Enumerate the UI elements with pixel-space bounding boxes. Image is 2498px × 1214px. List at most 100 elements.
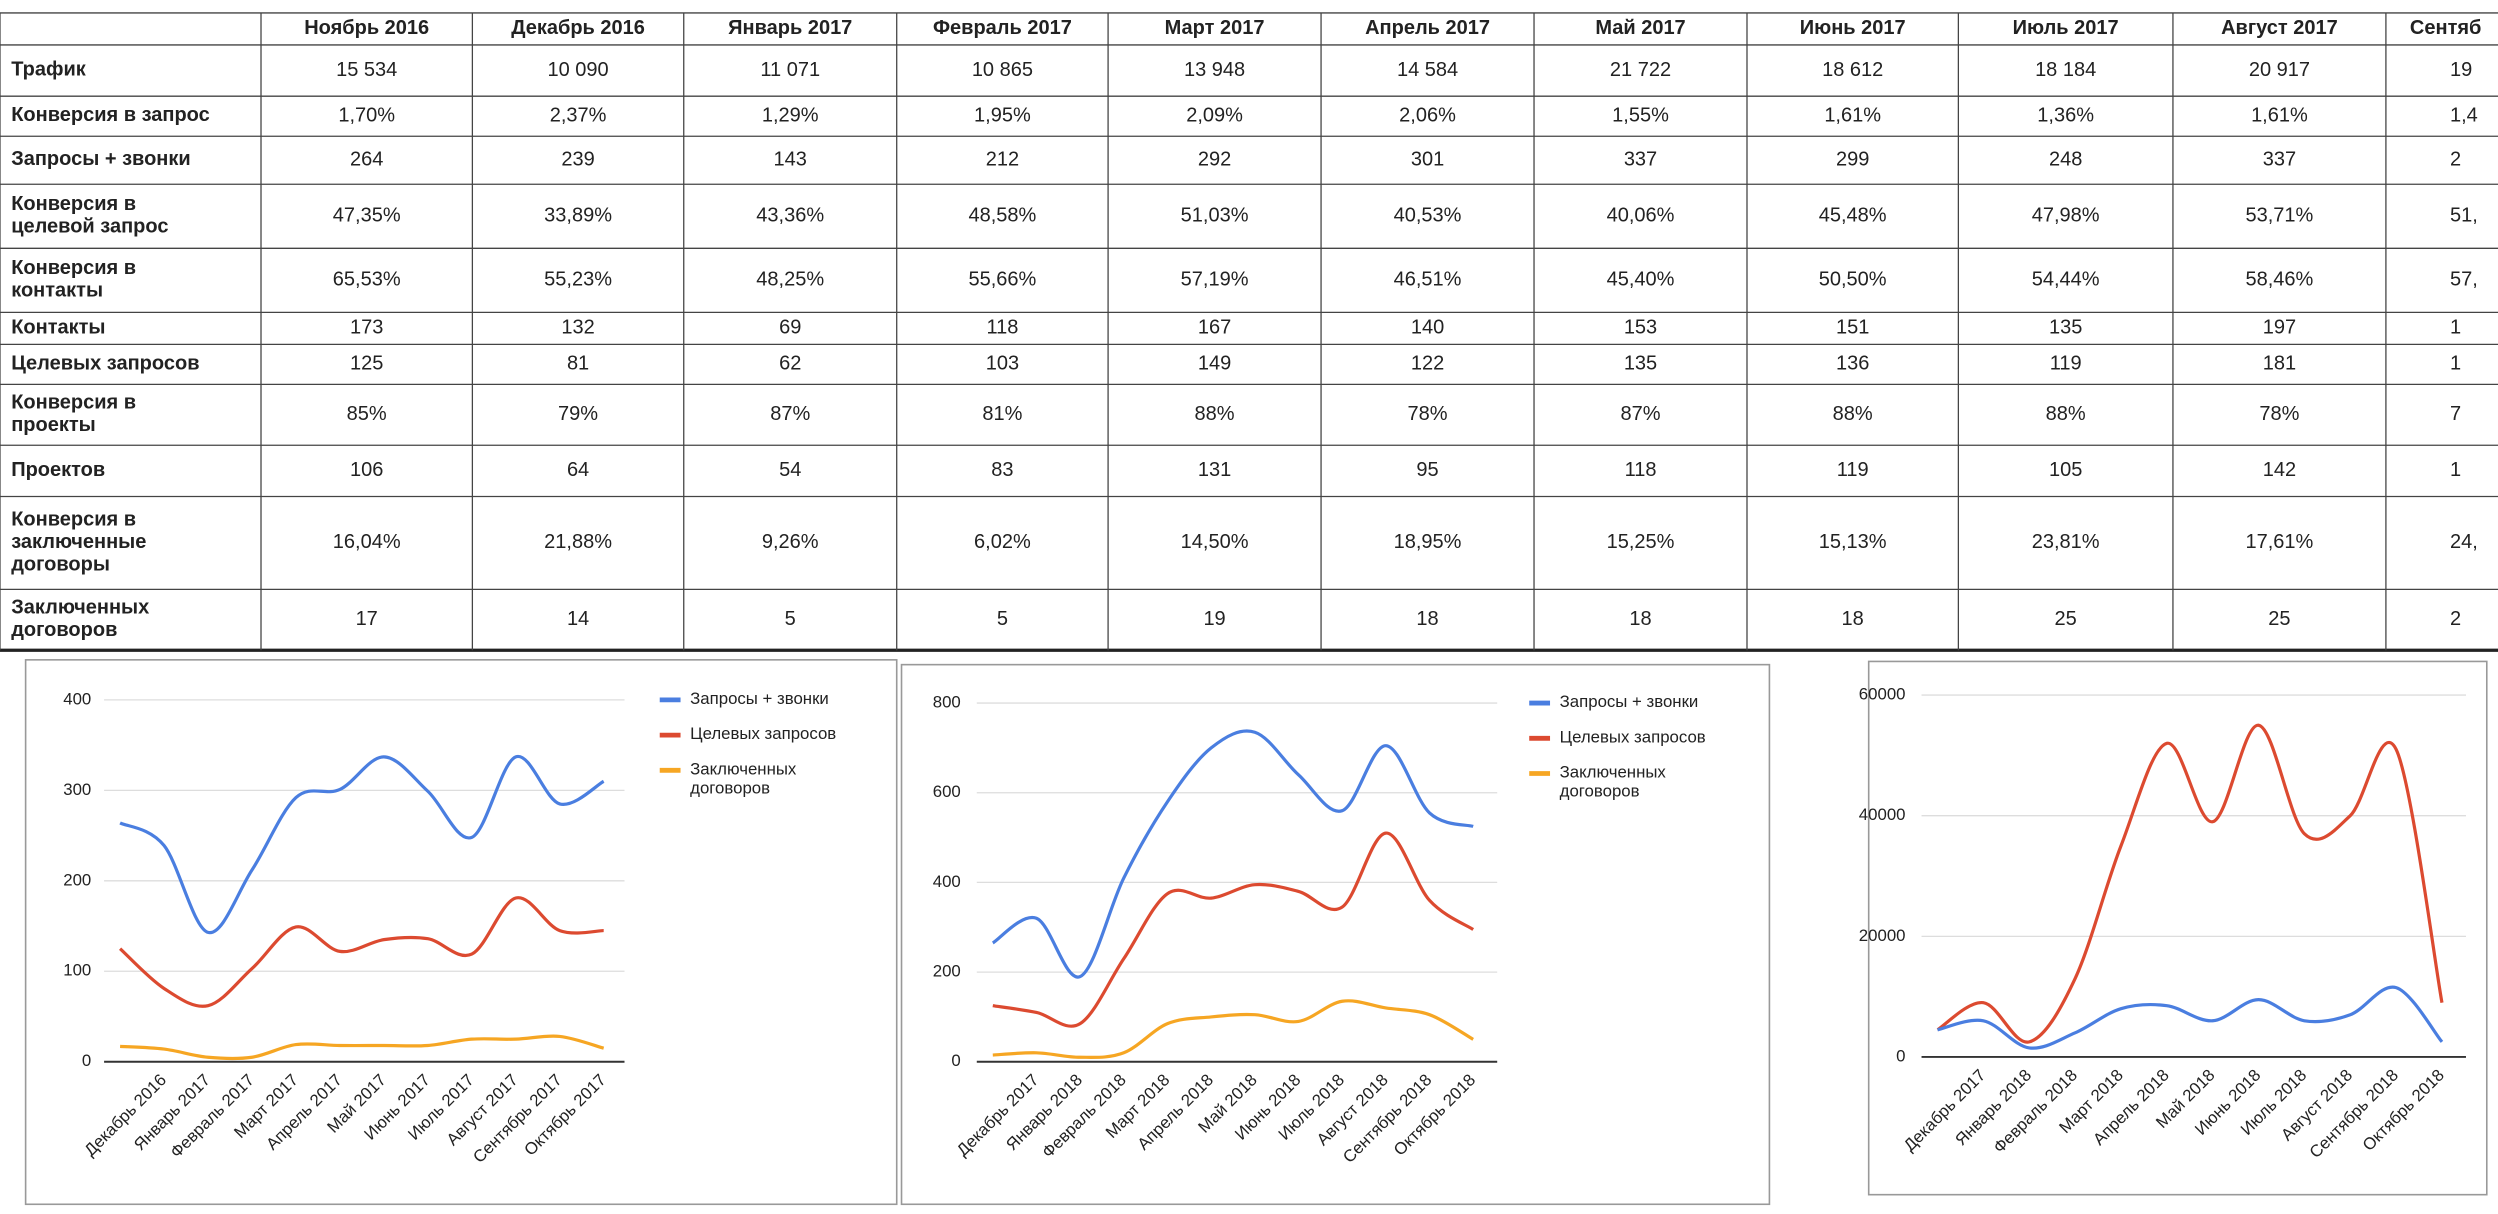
cell: 69 xyxy=(779,317,801,339)
cell: 48,58% xyxy=(968,205,1036,227)
cell: 151 xyxy=(1836,317,1869,339)
cell: 21 722 xyxy=(1610,59,1671,81)
cell: 135 xyxy=(2049,317,2082,339)
cell: 17 xyxy=(356,608,378,630)
cell: 1 xyxy=(2450,459,2461,481)
series-line xyxy=(991,729,1474,979)
y-tick-label: 400 xyxy=(63,689,91,708)
cell: 19 xyxy=(2450,59,2472,81)
chart-frame xyxy=(900,663,1771,1206)
cell: 14,50% xyxy=(1181,531,1249,553)
cell: 50,50% xyxy=(1819,269,1887,291)
cell: 2,06% xyxy=(1399,104,1456,126)
column-header: Ноябрь 2016 xyxy=(304,17,429,39)
cell: 51, xyxy=(2450,205,2478,227)
column-header: Июль 2017 xyxy=(2013,17,2119,39)
cell: 337 xyxy=(1624,149,1657,171)
y-tick-label: 40000 xyxy=(1859,805,1906,824)
y-tick-label: 300 xyxy=(63,780,91,799)
cell: 7 xyxy=(2450,403,2461,425)
legend-label: Заключенных договоров xyxy=(690,760,801,798)
cell: 14 xyxy=(567,608,589,630)
cell: 11 071 xyxy=(760,59,820,81)
y-tick-label: 200 xyxy=(63,870,91,889)
row-label: Трафик xyxy=(11,59,87,81)
cell: 143 xyxy=(774,149,807,171)
row-label: Конверсия в проекты xyxy=(11,392,141,436)
y-tick-label: 0 xyxy=(1896,1046,1905,1065)
cell: 6,02% xyxy=(974,531,1031,553)
cell: 181 xyxy=(2263,353,2296,375)
cell: 23,81% xyxy=(2032,531,2100,553)
cell: 58,46% xyxy=(2246,269,2314,291)
row-label: Конверсия в заключенные договоры xyxy=(11,509,152,576)
series-line xyxy=(1937,985,2444,1050)
cell: 1 xyxy=(2450,353,2461,375)
column-header: Август 2017 xyxy=(2221,17,2338,39)
cell: 54 xyxy=(779,459,801,481)
series-line xyxy=(119,896,604,1008)
cell: 136 xyxy=(1836,353,1869,375)
cell: 10 090 xyxy=(547,59,608,81)
cell: 87% xyxy=(1620,403,1660,425)
row-label: Конверсия в запрос xyxy=(11,104,210,126)
cell: 122 xyxy=(1411,353,1444,375)
cell: 85% xyxy=(347,403,387,425)
cell: 43,36% xyxy=(756,205,824,227)
series-line xyxy=(992,831,1475,1028)
cell: 337 xyxy=(2263,149,2296,171)
cell: 264 xyxy=(350,149,383,171)
legend-label: Целевых запросов xyxy=(1560,728,1706,747)
cell: 17,61% xyxy=(2246,531,2314,553)
cell: 1,61% xyxy=(2251,104,2308,126)
cell: 57, xyxy=(2450,269,2478,291)
cell: 1,95% xyxy=(974,104,1031,126)
cell: 118 xyxy=(986,317,1018,339)
cell: 65,53% xyxy=(333,269,401,291)
cell: 173 xyxy=(350,317,383,339)
cell: 119 xyxy=(1837,459,1869,481)
column-header: Март 2017 xyxy=(1165,17,1265,39)
cell: 118 xyxy=(1625,459,1657,481)
row-label: Проектов xyxy=(11,459,105,481)
cell: 25 xyxy=(2268,608,2290,630)
cell: 55,23% xyxy=(544,269,612,291)
y-tick-label: 800 xyxy=(933,693,961,712)
series-line xyxy=(992,999,1474,1059)
cell: 78% xyxy=(2259,403,2299,425)
cell: 13 948 xyxy=(1184,59,1245,81)
row-label: Запросы + звонки xyxy=(11,149,190,171)
cell: 1,4 xyxy=(2450,104,2478,126)
row-label: Заключенных договоров xyxy=(11,597,155,641)
column-header: Июнь 2017 xyxy=(1800,17,1906,39)
legend-label: Заключенных договоров xyxy=(1560,763,1671,801)
cell: 47,35% xyxy=(333,205,401,227)
cell: 46,51% xyxy=(1394,269,1462,291)
column-header: Январь 2017 xyxy=(728,17,852,39)
cell: 9,26% xyxy=(762,531,819,553)
cell: 212 xyxy=(986,149,1019,171)
row-label: Целевых запросов xyxy=(11,353,199,375)
cell: 40,06% xyxy=(1607,205,1675,227)
cell: 2 xyxy=(2450,608,2461,630)
cell: 2,09% xyxy=(1186,104,1243,126)
cell: 10 865 xyxy=(972,59,1033,81)
y-tick-label: 0 xyxy=(82,1051,91,1070)
cell: 131 xyxy=(1198,459,1231,481)
cell: 14 584 xyxy=(1397,59,1458,81)
column-header: Декабрь 2016 xyxy=(511,17,645,39)
column-header: Сентяб xyxy=(2410,17,2481,39)
cell: 16,04% xyxy=(333,531,401,553)
cell: 248 xyxy=(2049,149,2082,171)
cell: 301 xyxy=(1411,149,1444,171)
cell: 33,89% xyxy=(544,205,612,227)
cell: 88% xyxy=(1833,403,1873,425)
cell: 45,40% xyxy=(1607,269,1675,291)
y-tick-label: 20000 xyxy=(1859,926,1906,945)
cell: 20 917 xyxy=(2249,59,2310,81)
cell: 64 xyxy=(567,459,589,481)
series-line xyxy=(1936,723,2444,1044)
cell: 132 xyxy=(561,317,594,339)
cell: 18,95% xyxy=(1394,531,1462,553)
